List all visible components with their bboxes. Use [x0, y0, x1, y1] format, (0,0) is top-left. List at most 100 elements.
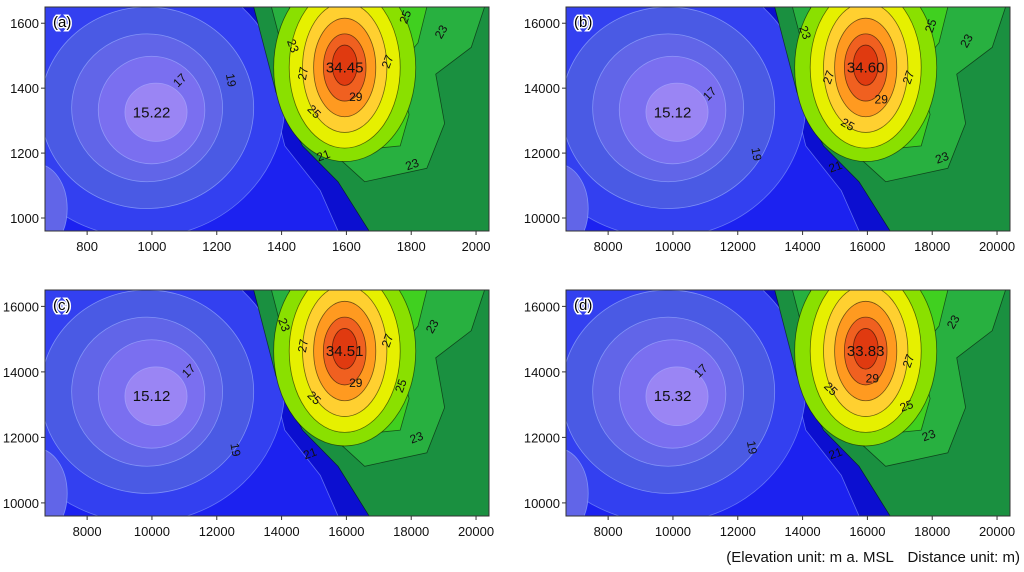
x-tick-label: 14000 — [264, 524, 300, 539]
contour-label: 25 — [392, 377, 410, 395]
contour-label: 23 — [796, 24, 814, 42]
x-tick-label: 8000 — [594, 524, 623, 539]
contour-field — [566, 7, 1010, 231]
contour-label: 29 — [875, 92, 889, 106]
max-value-label: 34.51 — [326, 343, 364, 360]
contour-label: 25 — [396, 8, 414, 26]
min-value-label: 15.22 — [133, 104, 171, 121]
contour-label: 21 — [827, 445, 845, 463]
y-tick-label: 1000 — [10, 211, 39, 226]
plot-frame — [565, 6, 1011, 232]
panel-label: (a) — [53, 14, 71, 31]
plot-frame — [44, 289, 490, 517]
x-tick-label: 20000 — [458, 524, 494, 539]
x-tick-label: 20000 — [979, 239, 1015, 254]
contour-label: 29 — [349, 376, 363, 390]
contour-label: 23 — [403, 156, 421, 174]
y-tick-label: 12000 — [524, 146, 560, 161]
contour-label: 23 — [284, 37, 302, 55]
x-tick-label: 18000 — [914, 239, 950, 254]
panel-c: 8000 10000 12000 14000 16000 18000 20000 10000 1… — [3, 289, 494, 539]
contour-label: 27 — [820, 68, 838, 86]
contour-label: 25 — [922, 17, 940, 35]
y-tick-label: 10000 — [524, 211, 560, 226]
max-value-label: 34.60 — [847, 59, 885, 76]
contour-label: 19 — [223, 72, 239, 88]
x-tick-label: 14000 — [785, 239, 821, 254]
x-tick-label: 8000 — [73, 524, 102, 539]
y-tick-label: 16000 — [524, 16, 560, 31]
panel-a: 800 1000 1200 1400 1600 1800 2000 1000 1200 1400 1… — [10, 6, 491, 254]
y-tick-label: 12000 — [3, 430, 39, 445]
band-fill — [645, 366, 709, 426]
y-tick-label: 10000 — [524, 496, 560, 511]
x-tick-label: 12000 — [720, 239, 756, 254]
band-fill — [852, 328, 879, 370]
band-fill — [566, 449, 589, 516]
band-fill — [124, 82, 188, 142]
band-fill — [566, 165, 589, 231]
x-tick-label: 16000 — [849, 524, 885, 539]
x-tick-label: 20000 — [979, 524, 1015, 539]
y-tick-label: 1200 — [10, 146, 39, 161]
band-fill — [45, 165, 68, 231]
x-tick-label: 12000 — [199, 524, 235, 539]
contour-label: 23 — [944, 312, 963, 331]
y-tick-label: 14000 — [3, 365, 39, 380]
x-tick-label: 10000 — [655, 524, 691, 539]
y-tick-label: 14000 — [524, 81, 560, 96]
plot-frame — [44, 6, 490, 232]
distance-unit-note: Distance unit: m) — [907, 549, 1020, 566]
contour-label: 21 — [827, 158, 845, 176]
min-value-label: 15.32 — [654, 388, 692, 405]
y-tick-label: 1600 — [10, 16, 39, 31]
band-fill — [45, 449, 68, 516]
contour-field — [45, 7, 489, 231]
panel-label: (d) — [574, 297, 592, 314]
x-tick-label: 10000 — [655, 239, 691, 254]
min-value-label: 15.12 — [133, 388, 171, 405]
panel-label: (c) — [53, 297, 71, 314]
contour-label: 27 — [295, 338, 311, 354]
contour-label: 23 — [423, 317, 442, 336]
unit-note: (Elevation unit: m a. MSL Distance unit:… — [600, 549, 1020, 569]
x-tick-label: 18000 — [914, 524, 950, 539]
x-tick-label: 1800 — [397, 239, 426, 254]
contour-label: 21 — [301, 445, 319, 463]
band-fill — [331, 44, 358, 86]
y-tick-label: 12000 — [524, 430, 560, 445]
y-tick-label: 14000 — [524, 365, 560, 380]
x-tick-label: 800 — [76, 239, 98, 254]
band-fill — [331, 328, 358, 370]
y-tick-label: 1400 — [10, 81, 39, 96]
contour-label: 27 — [379, 332, 397, 350]
contour-label: 27 — [379, 53, 397, 71]
x-tick-label: 18000 — [393, 524, 429, 539]
band-fill — [124, 366, 188, 426]
panel-d: 8000 10000 12000 14000 16000 18000 20000 10000 1… — [524, 289, 1015, 539]
panel-b: 8000 10000 12000 14000 16000 18000 20000 10000 1… — [524, 6, 1015, 254]
band-fill — [852, 44, 879, 86]
contour-field — [566, 290, 1010, 516]
contour-label: 25 — [898, 397, 916, 415]
contour-label: 29 — [866, 372, 880, 386]
contour-label: 19 — [748, 146, 764, 162]
x-tick-label: 1400 — [267, 239, 296, 254]
x-tick-label: 1200 — [202, 239, 231, 254]
contour-label: 23 — [920, 426, 938, 444]
band-fill — [645, 82, 709, 142]
panel-label: (b) — [574, 14, 592, 31]
x-tick-label: 2000 — [462, 239, 491, 254]
x-tick-label: 8000 — [594, 239, 623, 254]
contour-label: 27 — [295, 65, 311, 81]
contour-label: 27 — [900, 352, 918, 370]
contour-label: 27 — [900, 68, 918, 86]
elevation-unit-note: (Elevation unit: m a. MSL — [726, 549, 894, 566]
y-tick-label: 10000 — [3, 496, 39, 511]
contour-label: 19 — [744, 440, 760, 456]
x-tick-label: 12000 — [720, 524, 756, 539]
contour-label: 23 — [408, 429, 426, 447]
x-tick-label: 16000 — [849, 239, 885, 254]
max-value-label: 33.83 — [847, 343, 885, 360]
